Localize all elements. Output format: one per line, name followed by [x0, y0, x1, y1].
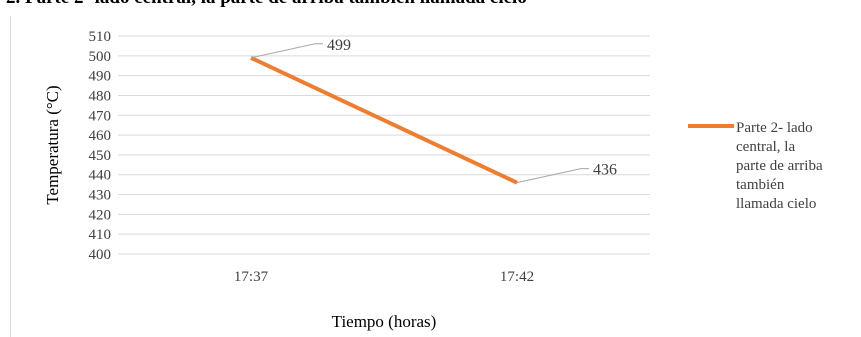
- y-tick-label: 510: [89, 29, 112, 45]
- y-tick-label: 470: [89, 108, 112, 124]
- y-tick-label: 440: [89, 168, 112, 184]
- legend-label-line: Parte 2- lado: [736, 120, 813, 136]
- y-tick-label: 420: [89, 207, 112, 223]
- data-labels: 499 436: [250, 37, 617, 184]
- data-label: 436: [593, 162, 617, 179]
- series-line: [250, 55, 518, 185]
- y-tick-label: 430: [89, 188, 112, 204]
- legend-label-line: también: [736, 177, 785, 193]
- y-axis-title: Temperatura (°C): [43, 85, 62, 204]
- data-label-leader: [516, 168, 589, 184]
- legend-label-line: parte de arriba: [736, 158, 823, 174]
- x-tick-label: 17:42: [500, 269, 534, 285]
- data-label: 499: [327, 37, 351, 54]
- data-label-leader: [250, 43, 323, 59]
- chart-title: 2. Parte 2- lado central, la parte de ar…: [6, 0, 527, 9]
- y-tick-label: 410: [89, 227, 112, 243]
- legend: Parte 2- lado central, la parte de arriba t…: [688, 120, 823, 212]
- chart-frame: [10, 16, 861, 337]
- y-tick-label: 400: [89, 247, 112, 263]
- gridlines: [118, 35, 650, 255]
- legend-label-line: central, la: [736, 139, 795, 155]
- y-tick-labels: 400 410 420 430 440 450 460 470 480 490 500 510: [89, 29, 112, 263]
- y-tick-label: 450: [89, 148, 112, 164]
- y-tick-label: 480: [89, 88, 112, 104]
- series-lines: [250, 55, 518, 185]
- y-tick-label: 460: [89, 128, 112, 144]
- legend-label-line: llamada cielo: [736, 196, 816, 212]
- x-tick-labels: 17:37 17:42: [234, 269, 534, 285]
- y-tick-label: 500: [89, 49, 112, 65]
- x-tick-label: 17:37: [234, 269, 269, 285]
- y-tick-label: 490: [89, 69, 112, 85]
- x-axis-title: Tiempo (horas): [332, 312, 437, 331]
